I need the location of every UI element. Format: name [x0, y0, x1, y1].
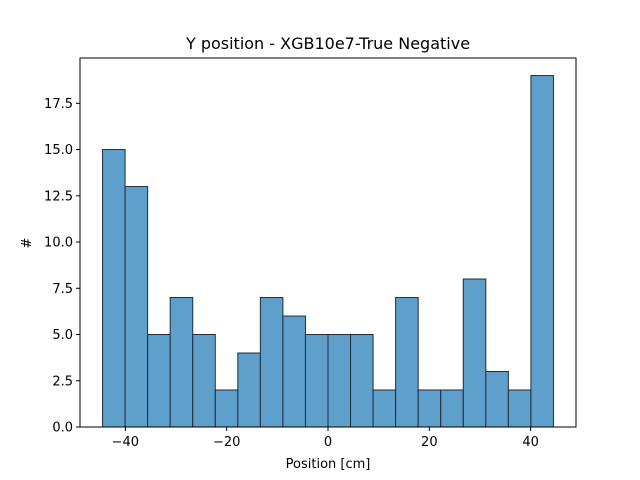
histogram-bar-14: [417, 389, 442, 428]
histogram-bar-19: [530, 75, 554, 428]
histogram-bar-15: [440, 389, 464, 428]
y-axis-label: #: [20, 238, 35, 249]
histogram-bar-0: [102, 149, 126, 428]
histogram-bar-1: [124, 186, 149, 428]
x-axis-label: Position [cm]: [286, 457, 371, 472]
histogram-bar-4: [192, 334, 216, 428]
bars-layer: [102, 75, 554, 428]
y-tick-label: 0.0: [52, 421, 73, 436]
y-tick-label: 12.5: [44, 189, 73, 204]
histogram-bar-17: [485, 371, 509, 428]
chart-title: Y position - XGB10e7-True Negative: [185, 34, 470, 53]
y-tick-label: 10.0: [44, 236, 73, 251]
histogram-bar-7: [259, 297, 284, 428]
histogram-bar-9: [304, 334, 329, 428]
histogram-bar-11: [350, 334, 374, 428]
histogram-bar-16: [462, 278, 487, 428]
histogram-bar-13: [395, 297, 419, 428]
y-tick-label: 17.5: [44, 97, 73, 112]
x-tick-label: 0: [324, 435, 332, 450]
axes-layer: −40 −20 0 20 40 0.0 2.5 5.0 7.5 10.0 12.5 15.0 17.5: [44, 57, 577, 450]
x-tick-label: −20: [213, 435, 240, 450]
histogram-bar-6: [237, 352, 261, 428]
histogram-bar-8: [282, 315, 306, 428]
histogram-bar-3: [169, 297, 194, 428]
histogram-bar-18: [507, 389, 532, 428]
histogram-bar-12: [372, 389, 397, 428]
x-tick-label: 20: [421, 435, 438, 450]
histogram-bar-10: [327, 334, 352, 428]
y-tick-label: 5.0: [52, 328, 73, 343]
y-tick-label: 2.5: [52, 374, 73, 389]
x-tick-label: 40: [522, 435, 539, 450]
x-tick-label: −40: [112, 435, 139, 450]
histogram-bar-2: [147, 334, 171, 428]
histogram-bar-5: [214, 389, 239, 428]
y-tick-label: 7.5: [52, 282, 73, 297]
y-tick-label: 15.0: [44, 143, 73, 158]
